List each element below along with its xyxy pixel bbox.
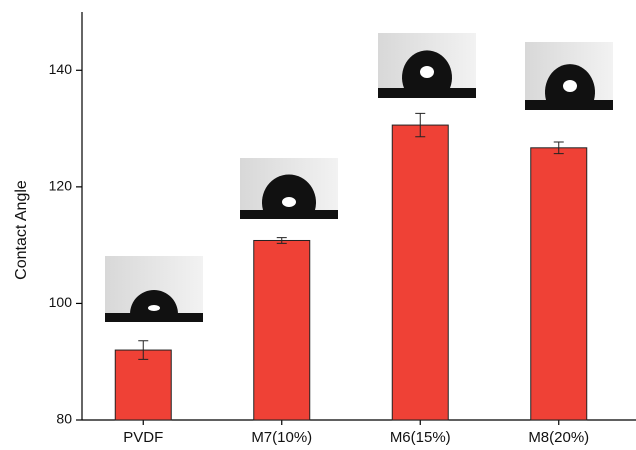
bar (391, 124, 449, 421)
y-tick-label: 100 (49, 294, 73, 310)
x-tick-label: M8(20%) (528, 429, 589, 446)
droplet-image (525, 42, 613, 110)
y-tick-label: 80 (56, 411, 72, 427)
error-bar (276, 237, 287, 244)
x-tick-label: M6(15%) (390, 429, 451, 446)
y-tick-label: 120 (49, 178, 73, 194)
droplet-images (105, 33, 613, 322)
error-bar (138, 340, 149, 360)
x-tick-label: M7(10%) (251, 429, 312, 446)
droplet-image (240, 158, 338, 219)
droplet-image (378, 33, 476, 98)
error-bar (553, 141, 564, 155)
bar (253, 239, 311, 421)
bar (114, 349, 172, 421)
droplet-image (105, 256, 203, 322)
x-tick-label: PVDF (123, 429, 163, 446)
y-axis-label: Contact Angle (13, 180, 30, 280)
y-tick-label: 140 (49, 61, 73, 77)
bar (530, 147, 588, 421)
error-bar (415, 112, 426, 138)
